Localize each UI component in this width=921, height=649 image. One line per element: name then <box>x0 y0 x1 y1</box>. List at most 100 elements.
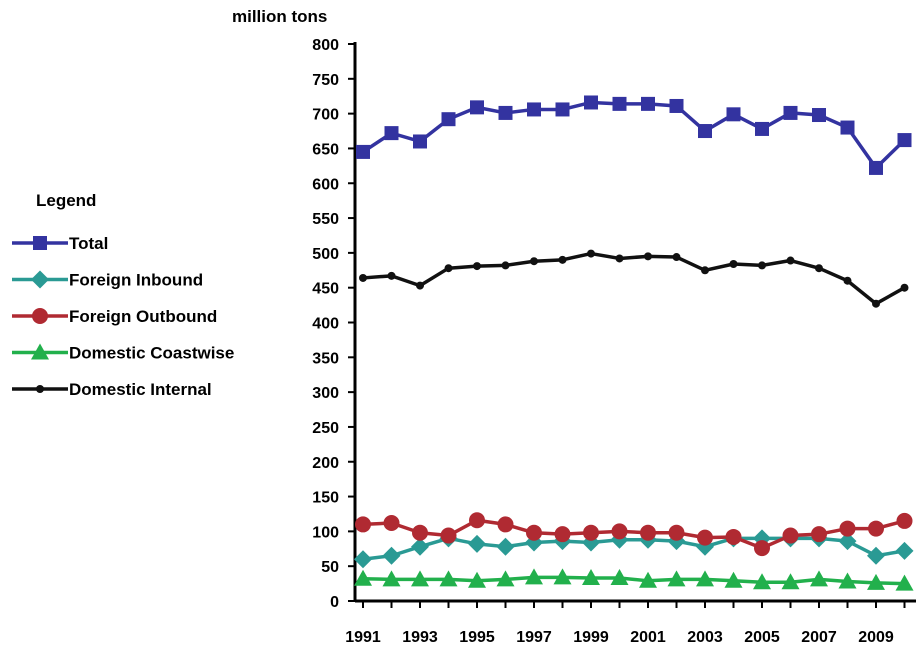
data-point <box>525 568 543 585</box>
data-point <box>726 107 741 122</box>
data-point <box>387 271 396 280</box>
data-point <box>696 570 714 587</box>
data-point <box>530 257 538 266</box>
y-tick-label: 300 <box>312 385 339 402</box>
data-point <box>411 570 429 587</box>
legend-swatch-marker <box>33 236 47 250</box>
y-tick-label: 500 <box>312 246 339 263</box>
data-point <box>439 570 458 587</box>
data-point <box>354 550 372 569</box>
y-axis-label: million tons <box>232 7 327 26</box>
x-tick-label: 2007 <box>801 629 837 646</box>
data-point <box>497 516 514 533</box>
y-tick-label: 200 <box>312 455 339 472</box>
data-point <box>359 273 367 282</box>
legend-label: Foreign Inbound <box>69 271 203 290</box>
data-point <box>382 570 401 587</box>
data-point <box>558 255 567 264</box>
data-point <box>354 569 372 586</box>
x-tick-label: 2003 <box>687 629 723 646</box>
data-point <box>755 121 769 136</box>
data-point <box>639 571 657 588</box>
legend-label: Domestic Coastwise <box>69 344 234 363</box>
data-point <box>587 249 595 258</box>
y-tick-label: 800 <box>312 37 339 54</box>
data-point <box>754 540 770 557</box>
y-tick-label: 550 <box>312 211 339 228</box>
legend-label: Foreign Outbound <box>69 307 217 326</box>
legend-swatch-marker <box>31 343 49 360</box>
data-point <box>724 571 743 588</box>
data-point <box>753 573 771 590</box>
y-tick-label: 450 <box>312 281 339 298</box>
data-point <box>356 144 370 159</box>
y-tick-label: 600 <box>312 176 339 193</box>
data-point <box>672 253 681 262</box>
data-point <box>782 527 799 544</box>
legend: Total Foreign Inbound Foreign Outbound Dome… <box>12 234 234 399</box>
data-point <box>496 570 515 587</box>
series-total <box>356 95 912 175</box>
series-foreign-outbound <box>355 512 913 557</box>
data-point <box>413 134 427 149</box>
data-point <box>644 252 652 261</box>
legend-label: Domestic Internal <box>69 380 212 399</box>
x-tick-label: 1991 <box>345 629 381 646</box>
legend-title: Legend <box>36 191 96 210</box>
data-point <box>612 96 627 111</box>
data-point <box>668 524 685 541</box>
data-point <box>383 515 400 532</box>
data-point <box>582 569 600 586</box>
data-point <box>468 534 486 553</box>
y-tick-label: 700 <box>312 107 339 124</box>
data-point <box>640 524 656 541</box>
data-point <box>555 102 570 117</box>
data-point <box>610 569 629 586</box>
series-domestic-coastwise <box>354 568 914 591</box>
data-point <box>498 105 513 120</box>
data-point <box>786 256 795 265</box>
y-tick-label: 400 <box>312 316 339 333</box>
legend-swatch-marker <box>32 308 48 324</box>
data-point <box>641 96 655 111</box>
x-tick-label: 2005 <box>744 629 780 646</box>
data-point <box>553 568 572 585</box>
data-point <box>900 283 909 292</box>
data-point <box>867 546 885 565</box>
legend-item: Domestic Coastwise <box>12 343 234 363</box>
data-point <box>725 528 742 545</box>
data-point <box>868 520 884 537</box>
data-point <box>440 527 457 544</box>
y-tick-label: 50 <box>321 559 339 576</box>
data-point <box>355 516 371 533</box>
legend-item: Foreign Inbound <box>12 270 203 290</box>
data-point <box>840 120 855 135</box>
legend-item: Domestic Internal <box>12 380 212 399</box>
x-tick-label: 2009 <box>858 629 894 646</box>
x-tick-label: 1993 <box>402 629 438 646</box>
data-point <box>729 260 738 269</box>
data-point <box>838 572 857 589</box>
data-point <box>554 526 571 543</box>
data-point <box>701 266 709 275</box>
data-point <box>843 276 852 285</box>
series-line <box>362 251 906 306</box>
data-point <box>895 541 914 560</box>
data-point <box>839 520 856 537</box>
data-point <box>783 105 798 120</box>
legend-swatch-marker <box>31 270 49 289</box>
data-point <box>669 98 684 113</box>
data-point <box>838 532 857 551</box>
data-point <box>897 133 912 148</box>
data-point <box>872 299 880 308</box>
data-point <box>896 512 913 529</box>
series-domestic-internal <box>359 249 909 308</box>
x-tick-label: 1999 <box>573 629 609 646</box>
x-tick-label: 2001 <box>630 629 666 646</box>
data-point <box>501 261 510 270</box>
legend-item: Total <box>12 234 108 253</box>
y-tick-label: 0 <box>330 594 339 611</box>
data-point <box>496 537 515 556</box>
x-tick-label: 1997 <box>516 629 552 646</box>
